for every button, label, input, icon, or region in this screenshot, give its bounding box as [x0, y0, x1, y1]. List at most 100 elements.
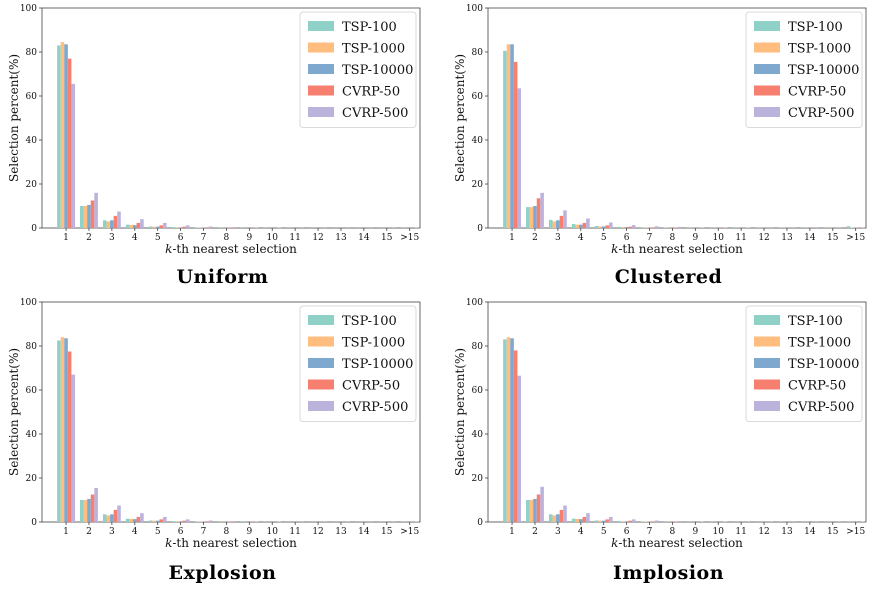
bar — [129, 518, 133, 522]
bar — [651, 227, 655, 228]
x-tick-label: 9 — [246, 233, 252, 243]
bar — [575, 518, 579, 522]
x-tick-label: 3 — [555, 527, 561, 537]
legend-swatch — [308, 64, 334, 74]
x-tick-label: 8 — [670, 233, 676, 243]
bar — [136, 516, 141, 522]
x-tick-label: 9 — [692, 233, 698, 243]
bar — [163, 222, 167, 228]
x-tick-label: 2 — [532, 527, 538, 537]
bar — [556, 220, 560, 228]
bar — [578, 519, 583, 522]
bar — [624, 227, 629, 228]
x-tick-label: 5 — [601, 233, 607, 243]
x-tick-label: 7 — [647, 527, 653, 537]
legend-swatch — [308, 358, 334, 368]
bar — [80, 206, 84, 228]
x-tick-label: 7 — [201, 527, 207, 537]
bar — [136, 222, 141, 228]
bar — [513, 61, 518, 229]
x-tick-label: 15 — [381, 233, 393, 243]
legend-label: TSP-1000 — [342, 42, 405, 57]
bar — [125, 224, 130, 228]
legend-label: TSP-10000 — [788, 63, 859, 78]
bar — [102, 220, 107, 228]
bar — [517, 375, 521, 522]
y-axis-label: Selection percent(%) — [453, 348, 467, 476]
bar — [64, 338, 68, 522]
bar — [861, 227, 865, 228]
bar — [548, 219, 553, 228]
bar — [601, 226, 606, 228]
bar — [526, 207, 530, 228]
bar — [601, 520, 606, 522]
bar — [640, 227, 645, 228]
legend-label: CVRP-500 — [342, 400, 408, 415]
y-tick-label: 60 — [472, 386, 484, 396]
bar — [113, 509, 118, 522]
bar — [159, 519, 164, 522]
x-tick-label: 11 — [735, 527, 746, 537]
y-tick-label: 40 — [26, 430, 38, 440]
bar — [559, 509, 564, 522]
legend-label: TSP-100 — [788, 314, 843, 329]
x-tick-label: 12 — [312, 527, 323, 537]
x-tick-label: 10 — [267, 233, 279, 243]
bar — [609, 516, 613, 522]
bar — [185, 225, 190, 228]
bar — [415, 227, 419, 228]
bar — [677, 521, 682, 522]
bar — [175, 521, 179, 522]
bar — [861, 521, 865, 522]
panel-title: Implosion — [612, 562, 725, 584]
bar — [125, 518, 130, 522]
legend-label: CVRP-50 — [342, 85, 400, 100]
x-tick-label: 11 — [289, 233, 300, 243]
bar — [132, 225, 137, 228]
bar — [628, 226, 632, 228]
bar — [517, 88, 521, 228]
x-tick-label: 8 — [224, 527, 230, 537]
y-axis-label: Selection percent(%) — [7, 348, 21, 476]
bar — [556, 514, 560, 522]
bar — [94, 192, 98, 228]
bar — [651, 521, 655, 522]
bar — [536, 198, 541, 228]
y-tick-label: 20 — [472, 474, 484, 484]
x-tick-label: 12 — [758, 527, 769, 537]
x-tick-label: 7 — [647, 233, 653, 243]
x-tick-label: 8 — [670, 527, 676, 537]
bar — [163, 516, 167, 522]
bar — [605, 519, 610, 522]
x-tick-label: 13 — [781, 233, 793, 243]
bar — [90, 494, 95, 522]
bar — [628, 520, 632, 522]
bar — [563, 210, 567, 228]
bar — [155, 226, 160, 228]
y-tick-label: 80 — [26, 342, 38, 352]
bar — [64, 44, 68, 228]
bar — [571, 518, 576, 522]
bar — [205, 521, 209, 522]
bar — [506, 337, 511, 522]
bar — [536, 494, 541, 522]
bar — [205, 227, 209, 228]
bar — [140, 513, 144, 522]
x-tick-label: 10 — [713, 527, 725, 537]
bar — [254, 521, 259, 522]
y-tick-label: 0 — [31, 518, 37, 528]
legend-label: TSP-10000 — [342, 63, 413, 78]
bar — [529, 500, 534, 522]
x-tick-label: 7 — [201, 233, 207, 243]
bar — [548, 514, 553, 522]
bar — [83, 206, 88, 228]
x-tick-label: 10 — [267, 527, 279, 537]
x-tick-label: 1 — [509, 233, 515, 243]
x-tick-label: 6 — [624, 527, 630, 537]
bar — [533, 498, 537, 522]
bar — [533, 206, 537, 228]
bar — [152, 520, 156, 522]
x-tick-label: 12 — [758, 233, 769, 243]
x-tick-label: 15 — [381, 527, 393, 537]
